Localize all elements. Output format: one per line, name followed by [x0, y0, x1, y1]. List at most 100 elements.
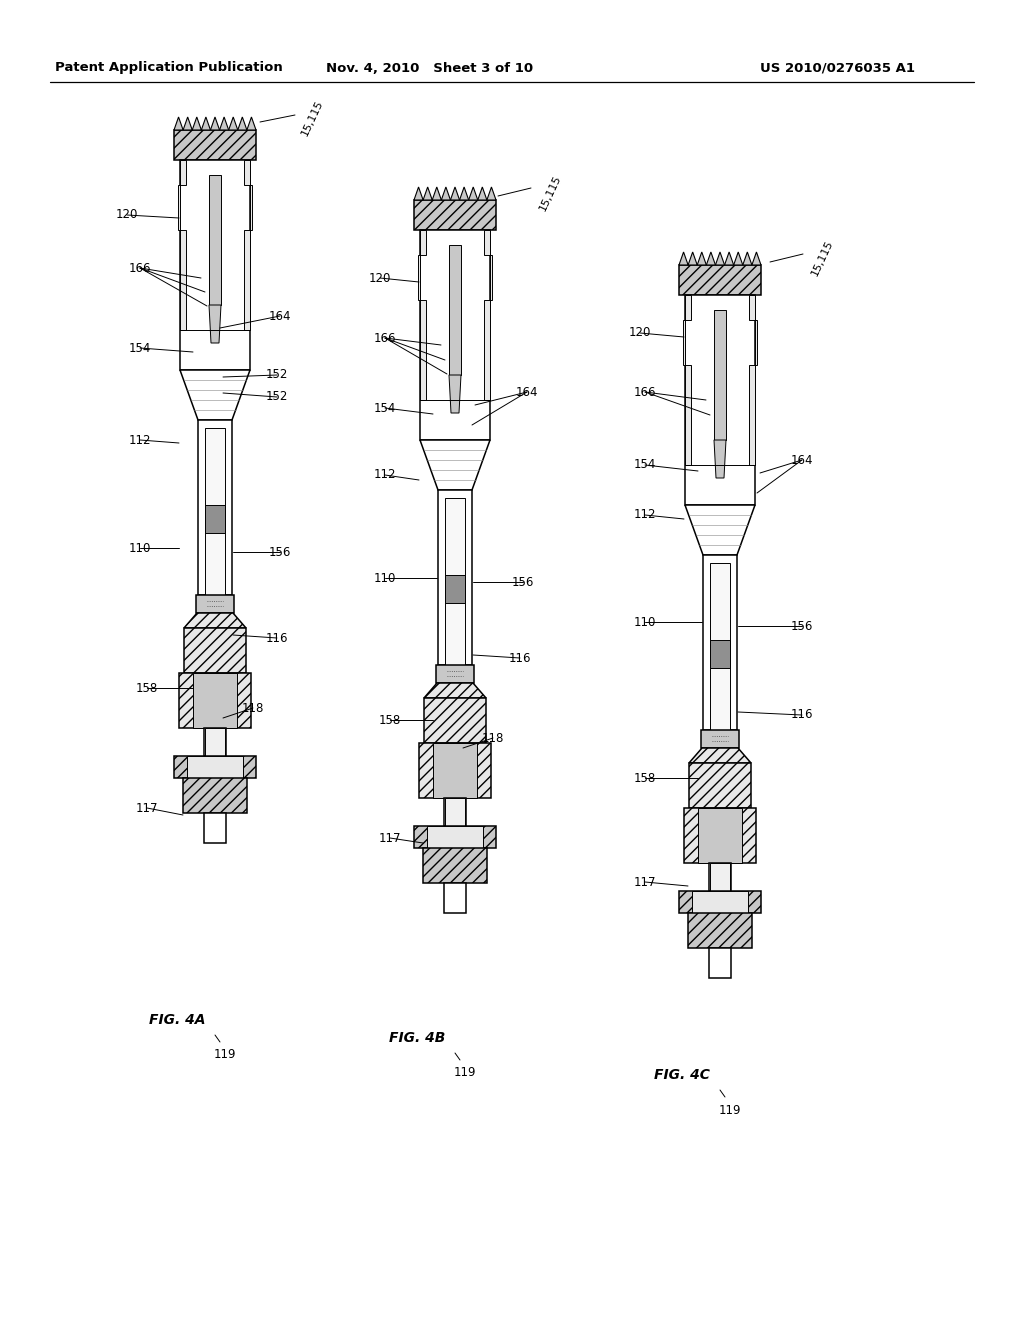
- Text: 120: 120: [369, 272, 391, 285]
- Bar: [701, 730, 739, 748]
- Text: 15,115: 15,115: [300, 99, 326, 137]
- Polygon shape: [451, 187, 460, 201]
- Bar: [436, 665, 474, 682]
- Text: 166: 166: [374, 331, 396, 345]
- Bar: [414, 201, 496, 230]
- Polygon shape: [683, 294, 691, 465]
- Bar: [684, 808, 756, 863]
- Polygon shape: [238, 117, 247, 129]
- Polygon shape: [423, 187, 432, 201]
- Text: FIG. 4A: FIG. 4A: [148, 1012, 205, 1027]
- Polygon shape: [183, 117, 193, 129]
- Polygon shape: [228, 117, 238, 129]
- Polygon shape: [478, 187, 486, 201]
- Bar: [204, 729, 226, 756]
- Bar: [174, 129, 256, 160]
- Bar: [205, 729, 225, 756]
- Bar: [183, 777, 247, 813]
- Bar: [698, 808, 742, 863]
- Bar: [692, 891, 748, 913]
- Text: 154: 154: [634, 458, 656, 471]
- Polygon shape: [209, 305, 221, 343]
- Text: 154: 154: [374, 401, 396, 414]
- Text: 110: 110: [374, 572, 396, 585]
- Polygon shape: [689, 748, 751, 763]
- Polygon shape: [441, 187, 451, 201]
- Bar: [679, 265, 761, 294]
- Bar: [710, 863, 730, 891]
- Polygon shape: [733, 252, 742, 265]
- Polygon shape: [174, 117, 183, 129]
- Text: 164: 164: [268, 309, 291, 322]
- Bar: [419, 743, 490, 799]
- Text: 112: 112: [374, 469, 396, 482]
- Text: 156: 156: [791, 619, 813, 632]
- Polygon shape: [685, 506, 755, 554]
- Text: 118: 118: [242, 701, 264, 714]
- Bar: [449, 246, 461, 375]
- Bar: [688, 913, 752, 948]
- Bar: [193, 673, 237, 729]
- Polygon shape: [219, 117, 228, 129]
- Bar: [205, 428, 225, 595]
- Text: 156: 156: [269, 545, 291, 558]
- Text: 112: 112: [634, 508, 656, 521]
- Bar: [174, 756, 256, 777]
- Polygon shape: [432, 187, 441, 201]
- Polygon shape: [697, 252, 707, 265]
- Polygon shape: [202, 117, 211, 129]
- Bar: [445, 799, 465, 826]
- Polygon shape: [486, 187, 496, 201]
- Bar: [710, 640, 730, 668]
- Text: 158: 158: [379, 714, 401, 726]
- Bar: [180, 160, 250, 370]
- Bar: [444, 799, 466, 826]
- Text: 158: 158: [634, 771, 656, 784]
- Polygon shape: [752, 252, 761, 265]
- Polygon shape: [244, 160, 252, 330]
- Bar: [204, 813, 226, 843]
- Text: FIG. 4C: FIG. 4C: [654, 1068, 710, 1082]
- Bar: [420, 230, 490, 440]
- Polygon shape: [725, 252, 733, 265]
- Text: Patent Application Publication: Patent Application Publication: [55, 62, 283, 74]
- Bar: [205, 506, 225, 533]
- Polygon shape: [460, 187, 469, 201]
- Text: 116: 116: [266, 631, 288, 644]
- Bar: [427, 826, 483, 847]
- Text: 156: 156: [512, 576, 535, 589]
- Text: 15,115: 15,115: [538, 173, 563, 213]
- Text: 110: 110: [634, 615, 656, 628]
- Bar: [445, 576, 465, 603]
- Text: 116: 116: [791, 709, 813, 722]
- Polygon shape: [178, 160, 186, 330]
- Polygon shape: [449, 375, 461, 413]
- Polygon shape: [742, 252, 752, 265]
- Text: 112: 112: [129, 433, 152, 446]
- Bar: [433, 743, 477, 799]
- Text: US 2010/0276035 A1: US 2010/0276035 A1: [760, 62, 915, 74]
- Bar: [685, 294, 755, 506]
- Polygon shape: [714, 440, 726, 478]
- Polygon shape: [211, 117, 219, 129]
- Polygon shape: [193, 117, 202, 129]
- Bar: [679, 891, 761, 913]
- Text: 15,115: 15,115: [810, 239, 836, 277]
- Bar: [444, 883, 466, 913]
- Text: 119: 119: [454, 1067, 476, 1080]
- Text: 120: 120: [116, 209, 138, 222]
- Polygon shape: [184, 612, 246, 628]
- Text: 117: 117: [634, 875, 656, 888]
- Polygon shape: [716, 252, 725, 265]
- Bar: [423, 847, 487, 883]
- Polygon shape: [688, 252, 697, 265]
- Polygon shape: [418, 230, 426, 400]
- Text: 154: 154: [129, 342, 152, 355]
- Polygon shape: [424, 682, 486, 698]
- Polygon shape: [420, 440, 490, 490]
- Bar: [689, 763, 751, 808]
- Text: 166: 166: [634, 385, 656, 399]
- Bar: [445, 498, 465, 665]
- Text: 117: 117: [379, 832, 401, 845]
- Text: Nov. 4, 2010   Sheet 3 of 10: Nov. 4, 2010 Sheet 3 of 10: [327, 62, 534, 74]
